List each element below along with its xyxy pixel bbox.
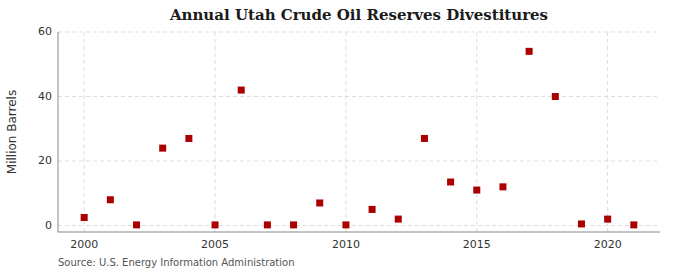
point [159,145,166,152]
y-axis-line [58,32,59,232]
grid [58,32,660,232]
annotation: Source: U.S. Energy Information Administ… [58,257,295,268]
y-grid-line [58,96,660,97]
y-tick-label: 0 [45,219,52,232]
point [499,183,506,190]
point [81,214,88,221]
point [395,216,402,223]
point [133,221,140,228]
y-grid-line [58,161,660,162]
point [552,93,559,100]
x-grid-line [345,32,346,232]
y-grid-line [58,32,660,33]
chart: 0 20 40 60 2000 2005 2010 2015 2020 Annual Utah C… [0,0,675,275]
x-axis-line [58,232,660,233]
x-grid-line [607,32,608,232]
x-tick-label: 2005 [201,238,229,251]
points [81,48,638,229]
y-tick-label: 40 [38,90,52,103]
point [342,221,349,228]
point [473,187,480,194]
x-grid-line [84,32,85,232]
point [604,216,611,223]
x-tick-label: 2000 [70,238,98,251]
x-tick-label: 2020 [594,238,622,251]
point [369,206,376,213]
y-tick-label: 60 [38,25,52,38]
y-tick-label: 20 [38,154,52,167]
point [290,221,297,228]
point [238,87,245,94]
y-grid-line [58,225,660,226]
point [316,199,323,206]
x-tick-label: 2010 [332,238,360,251]
point [185,135,192,142]
y-axis-label: Million Barrels [5,90,19,174]
point [421,135,428,142]
point [264,221,271,228]
point [630,221,637,228]
point [526,48,533,55]
x-grid-line [476,32,477,232]
title: Annual Utah Crude Oil Reserves Divestitu… [169,6,548,24]
point [107,196,114,203]
point [212,221,219,228]
x-tick-label: 2015 [463,238,491,251]
point [578,220,585,227]
point [447,179,454,186]
x-grid-line [215,32,216,232]
